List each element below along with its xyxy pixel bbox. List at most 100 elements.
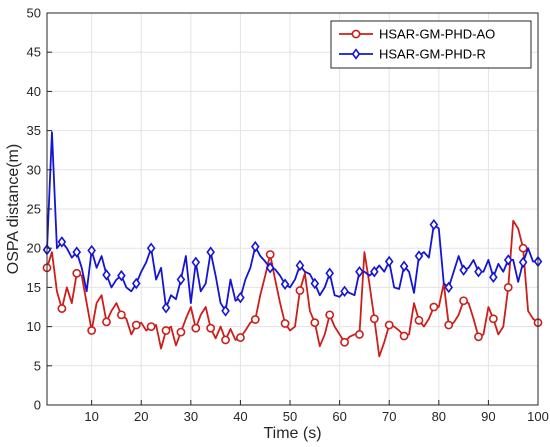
series-point xyxy=(503,282,513,292)
series-point xyxy=(459,296,469,306)
series-point xyxy=(384,255,394,268)
series-point xyxy=(191,323,201,333)
series-point xyxy=(414,250,424,262)
series-point xyxy=(131,320,141,330)
x-tick-label: 40 xyxy=(233,409,247,424)
series-point xyxy=(117,269,126,282)
series-point xyxy=(444,281,454,294)
x-tick-label: 60 xyxy=(332,409,346,424)
legend-item: HSAR-GM-PHD-R xyxy=(339,47,486,62)
legend-marker xyxy=(351,29,361,39)
legend-marker xyxy=(351,48,361,60)
x-tick-label: 10 xyxy=(84,409,98,424)
series-point xyxy=(265,250,275,259)
series-point xyxy=(355,330,364,339)
series-point xyxy=(236,333,245,342)
series-point xyxy=(176,327,186,337)
series-point xyxy=(355,265,364,278)
y-tick-label: 25 xyxy=(27,202,41,217)
y-tick-label: 20 xyxy=(27,241,41,256)
series-point xyxy=(429,302,439,312)
series-point xyxy=(221,335,230,345)
series-1 xyxy=(42,219,543,358)
series-point xyxy=(72,268,82,278)
series-point xyxy=(399,260,409,272)
series-point xyxy=(161,326,171,335)
series-point xyxy=(221,305,230,317)
series-point xyxy=(191,256,201,269)
series-point xyxy=(57,236,67,248)
series-point xyxy=(87,326,97,335)
series-point xyxy=(206,323,216,333)
series-point xyxy=(399,331,409,341)
series-point xyxy=(146,242,156,254)
series-point xyxy=(131,277,141,290)
x-tick-label: 70 xyxy=(382,409,396,424)
y-axis-label: OSPA distance(m) xyxy=(5,144,22,274)
series-point xyxy=(116,310,126,320)
y-tick-label: 40 xyxy=(27,84,41,99)
series-point xyxy=(102,269,111,281)
legend: HSAR-GM-PHD-AO HSAR-GM-PHD-R xyxy=(330,20,532,69)
series-point xyxy=(72,246,82,258)
series-point xyxy=(87,244,96,257)
legend-box xyxy=(330,20,532,69)
x-tick-label: 50 xyxy=(283,409,297,424)
series-point xyxy=(295,259,305,272)
legend-label: HSAR-GM-PHD-AO xyxy=(379,27,495,42)
series-point xyxy=(161,302,171,314)
series-point xyxy=(503,254,513,266)
series-point xyxy=(176,273,186,286)
x-axis-label: Time (s) xyxy=(263,425,321,442)
series-point xyxy=(250,315,260,324)
y-tick-label: 0 xyxy=(34,398,41,413)
series-point xyxy=(102,317,111,327)
x-tick-label: 30 xyxy=(184,409,198,424)
legend-label: HSAR-GM-PHD-R xyxy=(379,47,486,62)
x-tick-label: 80 xyxy=(432,409,446,424)
y-tick-label: 35 xyxy=(27,123,41,138)
series-point xyxy=(146,322,156,331)
series-layer xyxy=(42,131,543,358)
legend-item: HSAR-GM-PHD-AO xyxy=(339,27,495,42)
series-point xyxy=(340,285,349,298)
series-point xyxy=(474,265,483,278)
y-tick-label: 30 xyxy=(27,162,41,177)
series-point xyxy=(488,314,498,324)
series-point xyxy=(429,218,439,231)
series-point xyxy=(444,320,454,330)
series-point xyxy=(310,318,320,328)
series-point xyxy=(280,319,290,328)
y-tick-label: 45 xyxy=(27,45,41,60)
series-point xyxy=(459,264,468,276)
y-tick-label: 5 xyxy=(34,358,41,373)
series-point xyxy=(236,291,245,304)
series-point xyxy=(325,267,334,280)
series-point xyxy=(384,320,394,330)
y-tick-label: 15 xyxy=(27,280,41,295)
series-line xyxy=(46,131,538,312)
series-point xyxy=(295,286,305,295)
series-point xyxy=(489,271,498,283)
series-line xyxy=(46,219,539,358)
series-point xyxy=(325,310,335,320)
series-point xyxy=(57,304,67,313)
series-point xyxy=(310,277,320,290)
series-point xyxy=(414,315,424,325)
series-point xyxy=(206,246,215,258)
x-tick-label: 20 xyxy=(134,409,148,424)
axis-ticks: 0 5 10 15 20 25 30 35 40 45 50 10 20 30 40 50 60 70 80 90 10… xyxy=(27,6,549,425)
grid-lines xyxy=(47,13,538,405)
x-tick-label: 90 xyxy=(481,409,495,424)
y-tick-label: 10 xyxy=(27,319,41,334)
series-point xyxy=(518,256,528,269)
series-point xyxy=(251,240,260,253)
series-point xyxy=(518,243,528,253)
series-point xyxy=(265,262,275,274)
series-point xyxy=(369,314,379,324)
series-2 xyxy=(42,131,543,317)
series-point xyxy=(370,265,379,278)
series-point xyxy=(340,337,349,347)
series-point xyxy=(280,278,290,290)
